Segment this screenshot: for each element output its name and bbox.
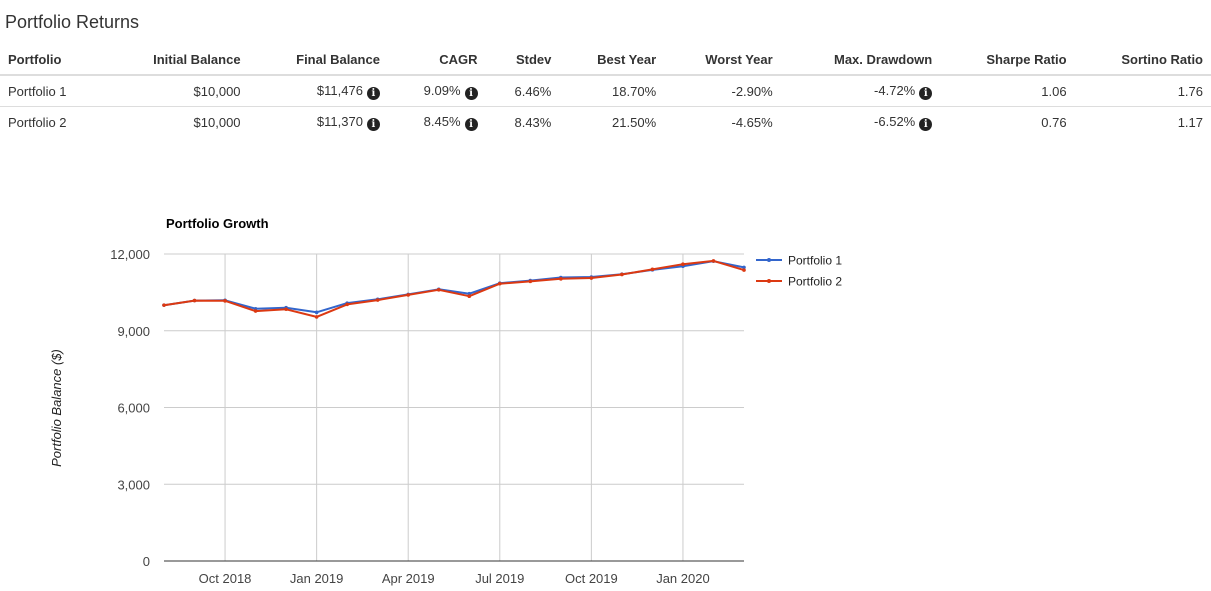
x-tick-label: Jan 2019	[290, 571, 344, 586]
chart-legend[interactable]: Portfolio 1 Portfolio 2	[756, 254, 842, 289]
cell-best-year: 21.50%	[612, 114, 657, 130]
data-point	[742, 268, 746, 272]
data-point	[528, 279, 533, 284]
data-point	[375, 298, 380, 302]
chart-grid	[164, 253, 744, 561]
x-tick-label: Oct 2019	[565, 571, 618, 586]
cell-portfolio: Portfolio 2	[8, 114, 67, 130]
cell-sharpe-ratio: 1.06	[940, 75, 1075, 107]
cell-worst-year: -4.65%	[731, 114, 773, 130]
info-circle-icon[interactable]: i	[919, 117, 933, 131]
column-header-stdev: Stdev	[485, 44, 560, 76]
data-point	[406, 293, 411, 297]
section-title: Portfolio Returns	[5, 12, 140, 32]
legend-item-portfolio-1[interactable]: Portfolio 1	[756, 254, 842, 268]
column-header-worst-year: Worst Year	[664, 44, 781, 76]
data-point	[253, 309, 258, 313]
cell-value: $11,476	[316, 82, 363, 98]
cell-value: 8.45%	[423, 113, 461, 129]
column-header-cagr: CAGR	[387, 44, 486, 76]
cell-max-drawdown: -4.72% i	[780, 75, 941, 107]
data-point	[467, 294, 472, 299]
portfolio-growth-chart: Portfolio Growth 0 3,000 6,000 9,000 12,000 O…	[0, 200, 900, 591]
data-point	[559, 277, 563, 281]
cell-sharpe-ratio: 0.76	[1041, 114, 1067, 130]
data-point	[620, 272, 624, 277]
cell-final-balance: $11,370 i	[249, 107, 388, 138]
y-tick-label: 0	[143, 554, 150, 569]
cell-initial-balance: $10,000	[104, 75, 249, 107]
cell-worst-year: -2.90%	[664, 75, 781, 107]
data-point	[345, 302, 349, 307]
info-circle-icon[interactable]: i	[366, 86, 380, 100]
cell-sortino-ratio: 1.76	[1074, 75, 1211, 107]
cell-best-year: 18.70%	[559, 75, 665, 107]
x-tick-label: Jul 2019	[475, 571, 524, 586]
cell-value: 9.09%	[423, 82, 461, 98]
chart-title: Portfolio Growth	[166, 216, 269, 231]
info-circle-icon[interactable]: i	[464, 117, 478, 131]
chart-axes: 0 3,000 6,000 9,000 12,000 Oct 2018 Jan 2019 Ap…	[110, 247, 744, 586]
column-header-final-balance: Final Balance	[248, 44, 388, 76]
table-row: Portfolio 1 $10,000 $11,476 i 9.09% i 6.46…	[0, 75, 1211, 107]
column-header-sortino-ratio: Sortino Ratio	[1074, 44, 1211, 76]
data-point	[650, 267, 655, 272]
data-point	[742, 265, 746, 270]
cell-max-drawdown: -6.52% i	[781, 107, 941, 138]
info-circle-icon[interactable]: i	[919, 86, 933, 100]
legend-swatch-dot	[767, 258, 771, 262]
data-point	[162, 303, 166, 307]
data-point	[589, 276, 594, 280]
cell-portfolio: Portfolio 1	[0, 75, 105, 107]
cell-initial-balance: $10,000	[193, 114, 241, 130]
table-row: Portfolio 2 $10,000 $11,370 i 8.45% i 8.43…	[0, 107, 1211, 138]
y-tick-label: 9,000	[117, 324, 150, 339]
cell-stdev: 8.43%	[514, 114, 552, 130]
legend-label: Portfolio 2	[788, 275, 842, 289]
column-header-best-year: Best Year	[559, 44, 665, 76]
data-point	[711, 259, 716, 263]
data-point	[314, 310, 319, 315]
y-tick-label: 3,000	[117, 477, 150, 492]
cell-cagr: 9.09% i	[387, 75, 486, 107]
legend-swatch-dot	[767, 279, 771, 283]
cell-stdev: 6.46%	[485, 75, 560, 107]
data-point	[467, 291, 472, 296]
column-header-initial-balance: Initial Balance	[104, 44, 249, 76]
chart-svg: Portfolio Growth 0 3,000 6,000 9,000 12,000 O…	[49, 216, 842, 586]
portfolio-returns-table: Portfolio Initial Balance Final Balance …	[0, 44, 1211, 137]
column-header-sharpe-ratio: Sharpe Ratio	[940, 44, 1075, 76]
cell-value: -4.72%	[874, 82, 916, 98]
x-tick-label: Oct 2018	[199, 571, 252, 586]
table-header-row: Portfolio Initial Balance Final Balance …	[0, 44, 1211, 76]
series-line-portfolio-2	[163, 259, 745, 318]
column-header-portfolio: Portfolio	[0, 44, 105, 76]
cell-value: -6.52%	[874, 113, 916, 129]
data-point	[284, 307, 288, 312]
chart-series	[162, 259, 746, 319]
cell-final-balance: $11,476 i	[248, 75, 388, 107]
x-tick-label: Jan 2020	[656, 571, 710, 586]
data-point	[192, 298, 197, 303]
legend-item-portfolio-2[interactable]: Portfolio 2	[756, 275, 842, 289]
data-point	[497, 281, 502, 286]
info-circle-icon[interactable]: i	[366, 117, 380, 131]
data-point	[436, 288, 441, 292]
data-point	[223, 299, 227, 303]
cell-value: $11,370	[316, 113, 363, 129]
cell-cagr: 8.45% i	[388, 107, 486, 138]
info-circle-icon[interactable]: i	[464, 86, 478, 100]
column-header-max-drawdown: Max. Drawdown	[780, 44, 941, 76]
y-axis-title: Portfolio Balance ($)	[49, 349, 64, 467]
cell-sortino-ratio: 1.17	[1177, 114, 1203, 130]
data-point	[314, 315, 319, 319]
x-tick-label: Apr 2019	[382, 571, 435, 586]
y-tick-label: 6,000	[117, 401, 150, 416]
y-tick-label: 12,000	[110, 247, 150, 262]
data-point	[681, 262, 685, 267]
legend-label: Portfolio 1	[788, 254, 842, 268]
